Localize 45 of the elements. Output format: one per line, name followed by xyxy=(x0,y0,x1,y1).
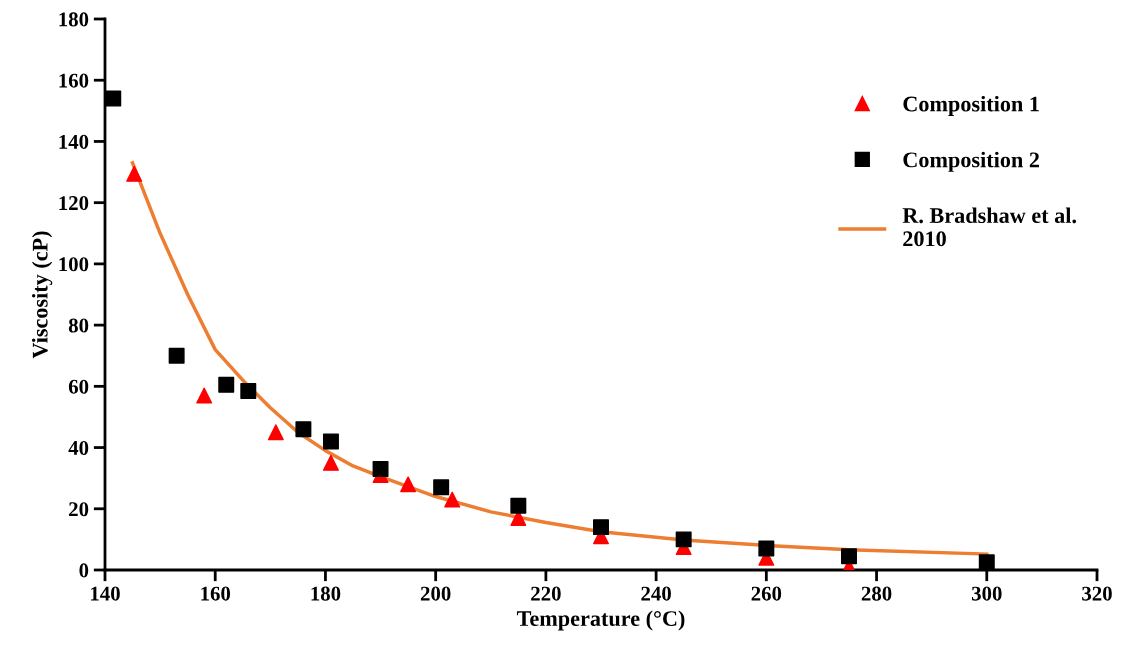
point xyxy=(240,382,257,399)
point xyxy=(758,540,775,557)
point xyxy=(322,433,339,450)
y-tick-label: 160 xyxy=(59,73,89,88)
y-tick-label: 120 xyxy=(59,196,89,211)
x-tick-label: 280 xyxy=(861,586,892,601)
point xyxy=(433,479,450,496)
point xyxy=(168,347,185,364)
x-tick-label: 260 xyxy=(751,586,782,601)
point xyxy=(510,497,527,514)
point xyxy=(400,476,417,493)
y-tick-label: 140 xyxy=(59,134,89,149)
y-tick-label: 20 xyxy=(69,502,89,517)
x-tick-label: 200 xyxy=(420,586,451,601)
y-axis-title: Viscosity (cP) xyxy=(32,231,53,359)
point xyxy=(295,421,312,438)
point xyxy=(593,519,609,536)
point xyxy=(126,165,143,182)
legend-label: Composition 2 xyxy=(903,151,1040,172)
point xyxy=(322,454,339,471)
legend-label: R. Bradshaw et al. 2010 xyxy=(902,207,1077,247)
point xyxy=(978,554,995,570)
x-tick-label: 240 xyxy=(641,586,671,601)
point xyxy=(372,461,389,477)
y-tick-label: 60 xyxy=(68,379,89,394)
point xyxy=(444,491,461,508)
x-tick-label: 300 xyxy=(971,586,1002,601)
point xyxy=(105,90,122,107)
point xyxy=(841,548,857,565)
y-tick-label: 180 xyxy=(59,12,89,27)
x-axis-title: Temperature (°C) xyxy=(516,610,685,631)
point xyxy=(267,424,284,441)
point xyxy=(675,531,692,548)
y-tick-label: 0 xyxy=(79,563,89,578)
legend-label: Composition 1 xyxy=(903,95,1039,117)
point xyxy=(218,376,235,393)
y-tick-label: 40 xyxy=(68,440,89,455)
x-tick-label: 160 xyxy=(201,586,231,601)
y-tick-label: 100 xyxy=(59,257,89,272)
x-tick-label: 180 xyxy=(311,586,341,601)
x-tick-label: 220 xyxy=(531,586,561,601)
x-tick-label: 320 xyxy=(1082,586,1112,601)
y-tick-label: 80 xyxy=(68,318,89,333)
x-tick-label: 140 xyxy=(91,586,120,601)
point xyxy=(196,387,213,404)
